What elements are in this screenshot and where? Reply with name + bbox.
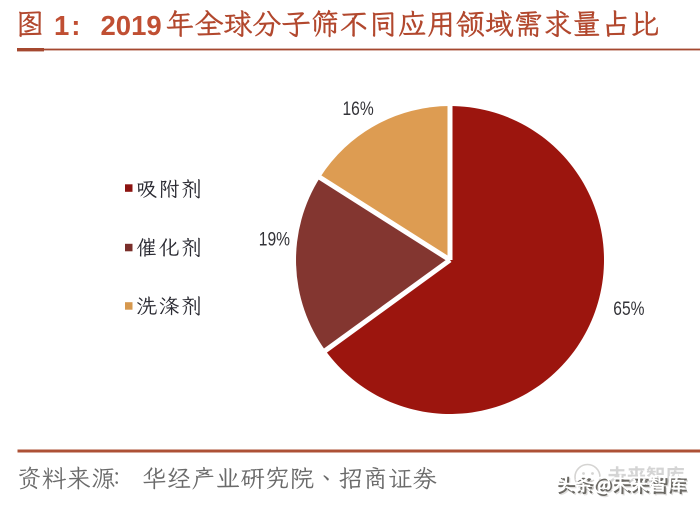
svg-text:19%: 19%: [259, 228, 290, 250]
svg-text:65%: 65%: [613, 297, 644, 319]
svg-text::: :: [71, 10, 80, 41]
svg-text:1: 1: [54, 10, 69, 41]
svg-text:16%: 16%: [343, 98, 374, 120]
svg-text:2019: 2019: [101, 10, 162, 41]
